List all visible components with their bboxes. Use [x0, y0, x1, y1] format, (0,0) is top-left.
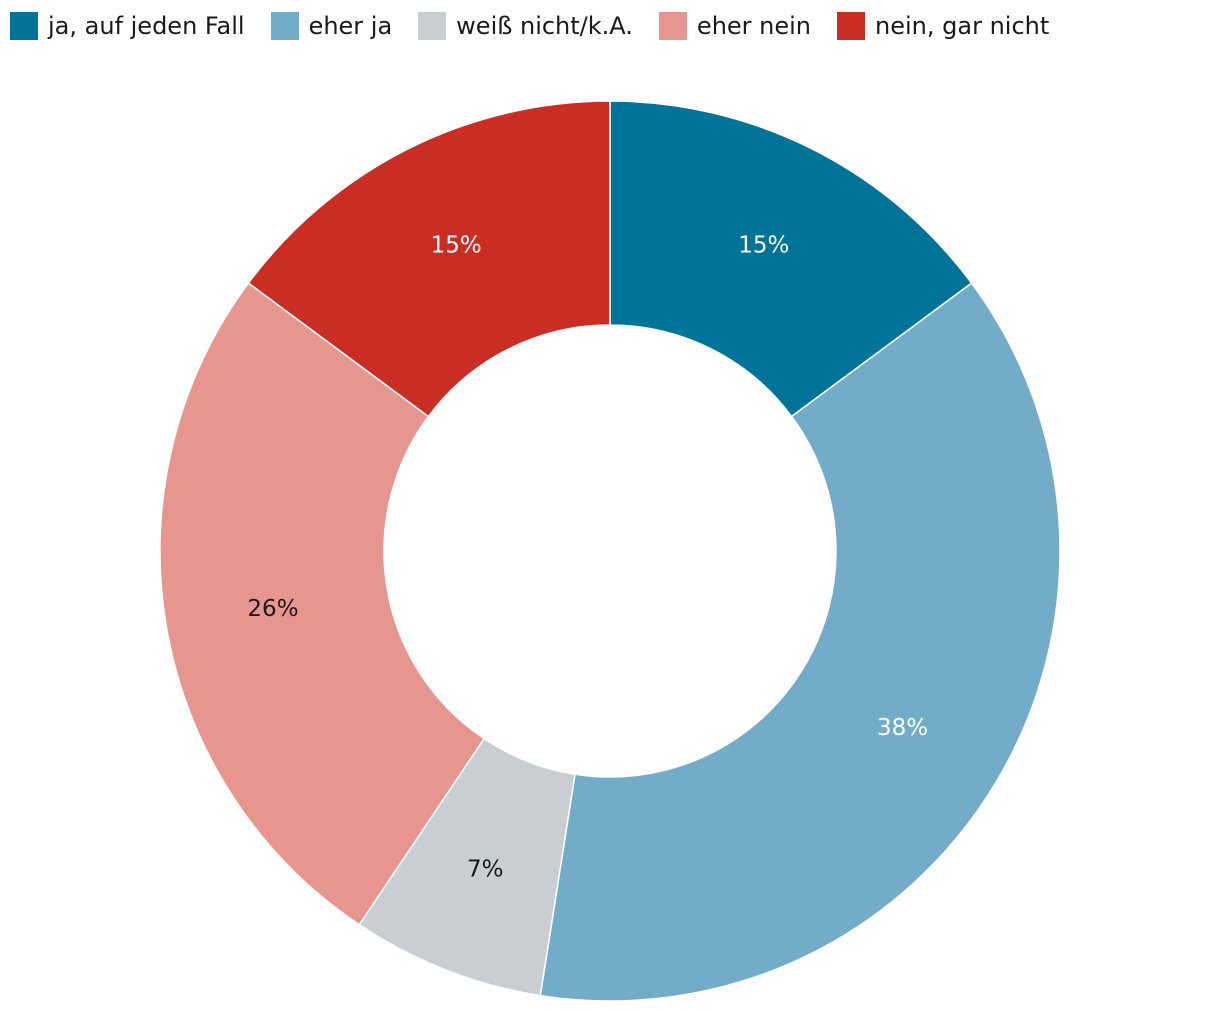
legend-item: ja, auf jeden Fall	[10, 12, 245, 40]
slice-value-label: 38%	[877, 715, 928, 741]
legend-label: eher nein	[696, 12, 812, 40]
legend-label: nein, gar nicht	[875, 12, 1050, 40]
slice-value-label: 15%	[431, 233, 482, 259]
slice-labels: 15% 38% 7% 26% 15%	[247, 233, 928, 883]
donut-slice	[609, 100, 973, 418]
legend-label: ja, auf jeden Fall	[48, 12, 245, 40]
legend-item: eher nein	[658, 12, 812, 40]
donut-slice	[159, 282, 486, 926]
legend-item: eher ja	[270, 12, 393, 40]
legend-swatch	[10, 12, 38, 40]
donut-slices	[159, 100, 1061, 1002]
legend-swatch	[837, 12, 866, 40]
legend-swatch	[418, 12, 447, 40]
slice-value-label: 7%	[467, 856, 504, 882]
legend-item: weiß nicht/k.A.	[418, 12, 633, 40]
slice-value-label: 15%	[738, 233, 789, 259]
legend-item: nein, gar nicht	[837, 12, 1049, 40]
legend-swatch	[270, 12, 299, 40]
donut-slice	[539, 282, 1061, 1002]
legend-swatch	[658, 12, 687, 40]
donut-slice	[247, 100, 611, 418]
chart-legend: ja, auf jeden Fall eher ja weiß nicht/k.A.…	[10, 8, 1075, 44]
slice-value-label: 26%	[247, 596, 298, 622]
legend-label: weiß nicht/k.A.	[456, 12, 633, 40]
legend-label: eher ja	[308, 12, 393, 40]
